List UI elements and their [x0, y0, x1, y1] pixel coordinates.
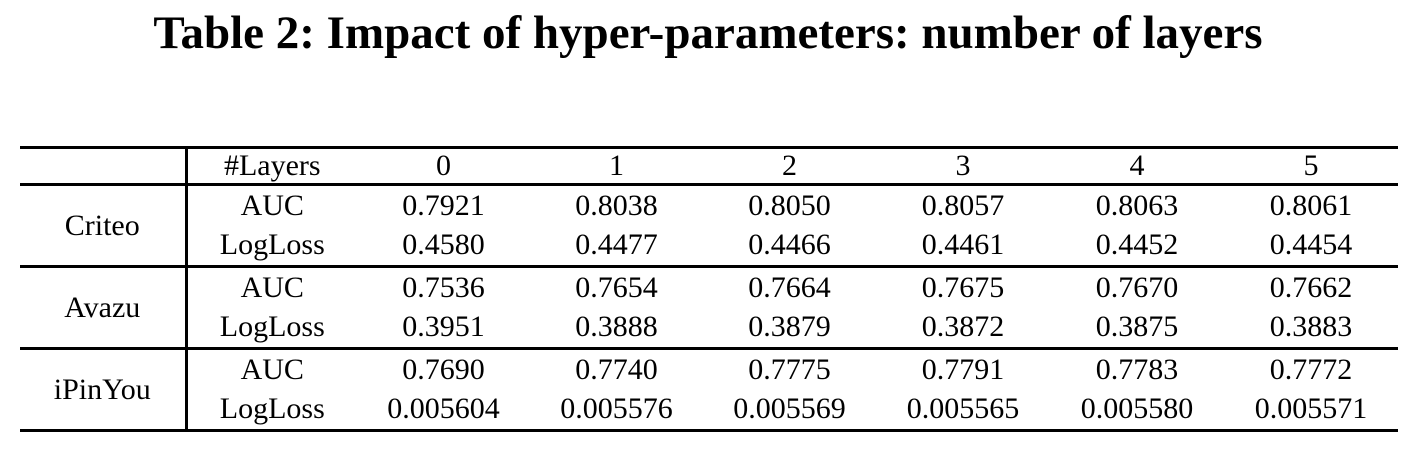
value-cell: 0.7783: [1095, 352, 1179, 386]
metric-label: LogLoss: [219, 228, 325, 262]
value-cell: 0.7740: [575, 352, 658, 386]
value-cell: 0.7791: [921, 352, 1005, 386]
value-cell: 0.8061: [1269, 188, 1353, 222]
dataset-label-ipinyou: iPinYou: [20, 348, 188, 431]
value-cell: 0.7664: [748, 270, 831, 304]
value-cell: 0.7536: [402, 270, 485, 304]
table-row: LogLoss 0.3951 0.3888 0.3879 0.3872 0.38…: [20, 308, 1398, 349]
table-caption: Table 2: Impact of hyper-parameters: num…: [153, 7, 1263, 59]
header-col-4: 4: [1129, 149, 1145, 182]
dataset-label-avazu: Avazu: [20, 266, 188, 349]
value-cell: 0.7690: [402, 352, 485, 386]
value-cell: 0.4454: [1269, 228, 1353, 262]
value-cell: 0.005571: [1254, 392, 1368, 426]
value-cell: 0.4452: [1095, 228, 1179, 262]
value-cell: 0.7772: [1269, 352, 1353, 386]
value-cell: 0.4477: [575, 228, 658, 262]
value-cell: 0.3872: [921, 310, 1005, 344]
table-row: LogLoss 0.4580 0.4477 0.4466 0.4461 0.44…: [20, 226, 1398, 267]
value-cell: 0.8057: [921, 188, 1005, 222]
table-header-row: #Layers 0 1 2 3 4 5: [20, 147, 1398, 185]
value-cell: 0.8038: [575, 188, 658, 222]
value-cell: 0.005604: [387, 392, 500, 426]
value-cell: 0.3879: [748, 310, 831, 344]
value-cell: 0.3883: [1269, 310, 1353, 344]
value-cell: 0.7921: [402, 188, 485, 222]
corner-cell: [20, 147, 188, 185]
table-row: Criteo AUC 0.7921 0.8038 0.8050 0.8057 0…: [20, 184, 1398, 267]
dataset-label-criteo: Criteo: [20, 184, 188, 267]
value-cell: 0.3951: [402, 310, 485, 344]
value-cell: 0.005565: [906, 392, 1020, 426]
metric-label: AUC: [240, 352, 304, 386]
header-col-2: 2: [782, 149, 797, 182]
header-col-0: 0: [436, 149, 451, 182]
value-cell: 0.8063: [1095, 188, 1179, 222]
results-table: #Layers 0 1 2 3 4 5 Criteo AUC 0.7921 0.…: [20, 146, 1398, 432]
metric-label: AUC: [240, 270, 304, 304]
table-row: iPinYou AUC 0.7690 0.7740 0.7775 0.7791 …: [20, 348, 1398, 431]
table-row: Avazu AUC 0.7536 0.7654 0.7664 0.7675 0.…: [20, 266, 1398, 349]
value-cell: 0.7670: [1095, 270, 1179, 304]
value-cell: 0.7775: [748, 352, 831, 386]
value-cell: 0.4466: [748, 228, 831, 262]
value-cell: 0.005580: [1080, 392, 1194, 426]
metric-label: LogLoss: [219, 392, 325, 426]
metric-label: AUC: [240, 188, 304, 222]
value-cell: 0.005569: [733, 392, 846, 426]
value-cell: 0.7654: [575, 270, 658, 304]
value-cell: 0.4461: [921, 228, 1005, 262]
value-cell: 0.8050: [748, 188, 831, 222]
table-row: LogLoss 0.005604 0.005576 0.005569 0.005…: [20, 390, 1398, 431]
metric-label: LogLoss: [219, 310, 325, 344]
value-cell: 0.4580: [402, 228, 485, 262]
header-col-5: 5: [1303, 149, 1319, 182]
header-col-3: 3: [955, 149, 971, 182]
header-metric-label: #Layers: [223, 149, 321, 182]
value-cell: 0.3875: [1095, 310, 1179, 344]
value-cell: 0.7675: [921, 270, 1005, 304]
value-cell: 0.7662: [1269, 270, 1353, 304]
header-col-1: 1: [609, 149, 624, 182]
value-cell: 0.005576: [560, 392, 673, 426]
value-cell: 0.3888: [575, 310, 658, 344]
